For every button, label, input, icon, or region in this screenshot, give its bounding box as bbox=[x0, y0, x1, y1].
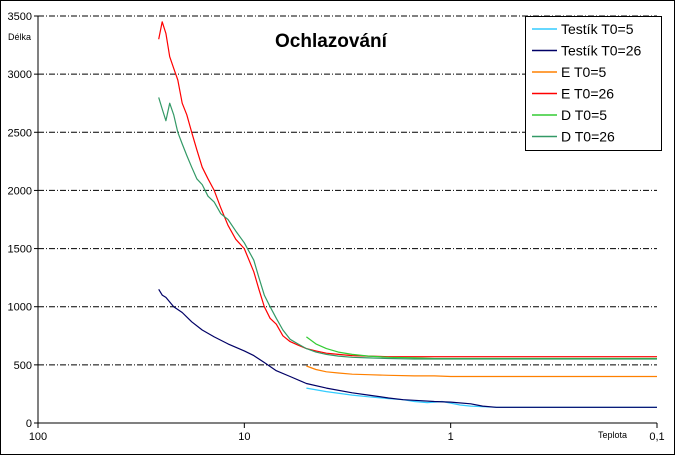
y-tick-label-3500: 3500 bbox=[8, 11, 32, 23]
x-tick-label-0: 100 bbox=[29, 431, 47, 443]
y-tick-label-1000: 1000 bbox=[8, 302, 32, 314]
x-axis-label: Teplota bbox=[598, 430, 627, 440]
legend-label-2: E T0=5 bbox=[561, 64, 606, 80]
x-tick-labels: 100 10 1 0,1 bbox=[29, 423, 665, 443]
y-tick-label-3000: 3000 bbox=[8, 69, 32, 81]
y-tick-label-500: 500 bbox=[14, 360, 32, 372]
y-tick-label-2000: 2000 bbox=[8, 185, 32, 197]
x-tick-label-1: 10 bbox=[238, 431, 250, 443]
legend-label-1: Testík T0=26 bbox=[561, 43, 642, 59]
series-line-5 bbox=[158, 97, 657, 360]
legend-label-3: E T0=26 bbox=[561, 86, 614, 102]
legend-label-5: D T0=26 bbox=[561, 129, 615, 145]
legend-box bbox=[525, 16, 662, 151]
y-tick-label-0: 0 bbox=[26, 418, 32, 430]
legend-label-4: D T0=5 bbox=[561, 107, 607, 123]
y-axis-label: Délka bbox=[8, 32, 31, 42]
series-line-2 bbox=[306, 365, 657, 378]
gridlines bbox=[38, 15, 657, 366]
legend-label-0: Testík T0=5 bbox=[561, 21, 634, 37]
y-tick-label-1500: 1500 bbox=[8, 244, 32, 256]
chart-title: Ochlazování bbox=[275, 31, 388, 52]
series-line-1 bbox=[158, 288, 657, 408]
legend: Testík T0=5 Testík T0=26 E T0=5 E T0=26 D T0… bbox=[525, 16, 662, 151]
series-lines bbox=[158, 21, 657, 408]
y-tick-label-2500: 2500 bbox=[8, 127, 32, 139]
x-tick-label-2: 1 bbox=[448, 431, 454, 443]
y-tick-labels: 0 500 1000 1500 2000 2500 3000 3500 bbox=[8, 11, 38, 430]
series-line-3 bbox=[158, 21, 657, 358]
x-tick-label-3: 0,1 bbox=[649, 431, 664, 443]
